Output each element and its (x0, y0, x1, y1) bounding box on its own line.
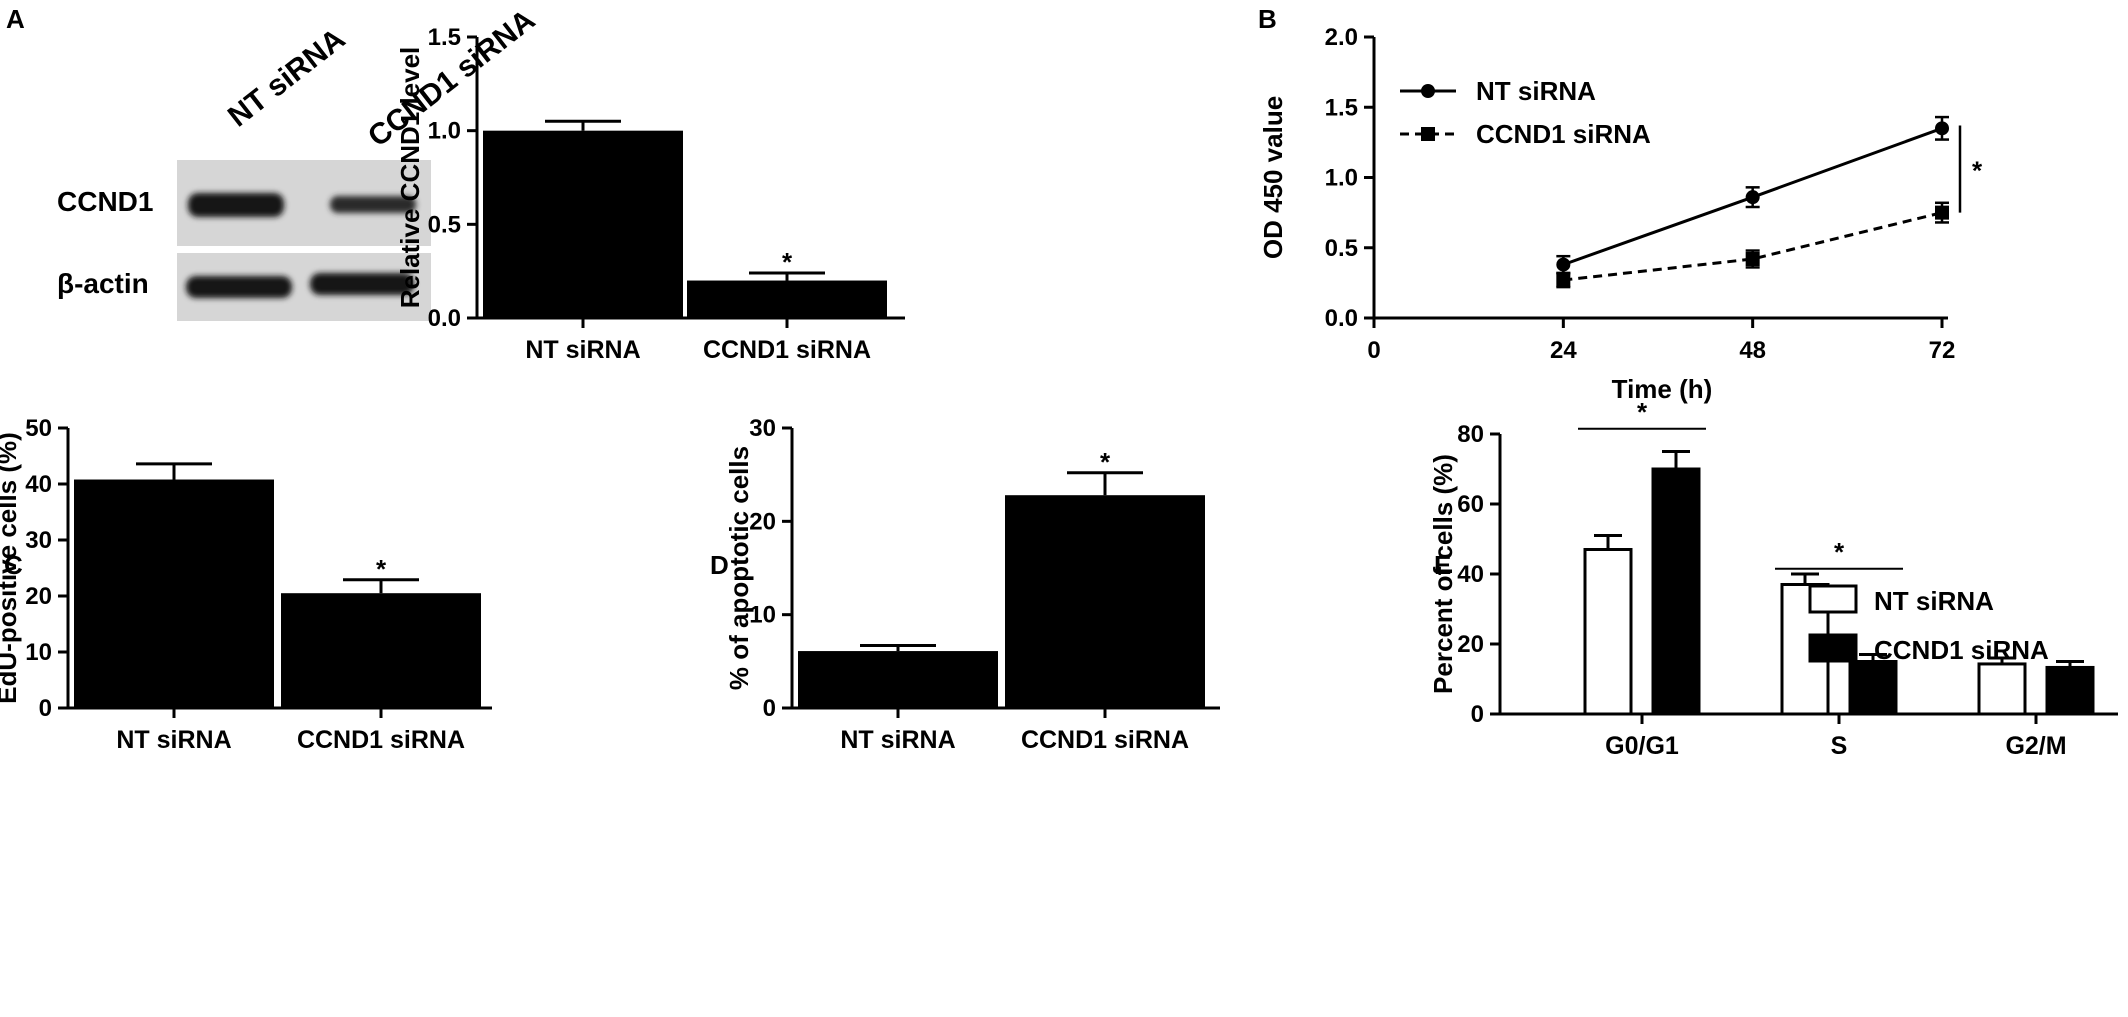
blot-lane-label: NT siRNA (222, 22, 351, 133)
x-tick-label: G0/G1 (1605, 732, 1679, 760)
y-tick-label: 40 (1457, 561, 1484, 588)
data-point (1935, 205, 1949, 220)
legend-label: CCND1 siRNA (1874, 635, 2049, 665)
bar (2045, 665, 2095, 716)
data-point (1745, 251, 1760, 266)
bar (1977, 662, 2027, 716)
bar (483, 130, 683, 318)
y-axis-label: Relative CCND1 level (395, 47, 425, 309)
y-tick-label: 1.0 (1325, 165, 1358, 192)
blot-band (188, 193, 284, 217)
blot-row-label: CCND1 (57, 186, 153, 217)
legend-marker (1421, 127, 1435, 141)
y-axis-label: OD 450 value (1258, 96, 1288, 259)
legend-swatch (1808, 633, 1858, 663)
data-point (1556, 273, 1571, 288)
y-tick-label: 10 (25, 639, 52, 666)
significance-marker: * (1834, 537, 1845, 567)
legend-label: NT siRNA (1476, 76, 1596, 106)
legend-label: NT siRNA (1874, 586, 1994, 616)
bar (798, 651, 998, 708)
y-tick-label: 20 (749, 508, 776, 535)
x-tick-label: 24 (1550, 337, 1577, 364)
panel-label-c: C (4, 550, 23, 580)
x-tick-label: NT siRNA (116, 726, 231, 754)
bar (1583, 548, 1633, 716)
y-tick-label: 1.5 (428, 24, 461, 51)
chart-cell-cycle: 0 20 40 60 80 Percent of cells (%) G0/G1 * S * G2/… (1428, 397, 2118, 760)
x-tick-label: 72 (1929, 337, 1956, 364)
legend-label: CCND1 siRNA (1476, 119, 1651, 149)
blot-band (330, 196, 416, 213)
chart-od450: 0.0 0.5 1.0 1.5 2.0 OD 450 value 0 24 48 72 Time (… (1258, 24, 1983, 404)
y-tick-label: 20 (1457, 631, 1484, 658)
western-blot: NT siRNA CCND1 siRNA CCND1 β-actin (57, 3, 541, 321)
y-axis-label: Percent of cells (%) (1428, 454, 1458, 694)
panel-label-a: A (6, 4, 25, 34)
significance-marker: * (1972, 155, 1983, 185)
x-tick-label: 48 (1739, 337, 1766, 364)
panel-label-d: D (710, 550, 729, 580)
data-point (1935, 121, 1949, 136)
significance-marker: * (1637, 397, 1648, 427)
bar (281, 593, 481, 708)
x-tick-label: G2/M (2005, 732, 2066, 760)
significance-marker: * (782, 247, 793, 277)
blot-band (310, 273, 414, 295)
data-point (1556, 257, 1571, 272)
y-tick-label: 30 (25, 527, 52, 554)
y-tick-label: 80 (1457, 421, 1484, 448)
x-tick-label: NT siRNA (525, 336, 640, 364)
y-tick-label: 40 (25, 471, 52, 498)
x-axis-label: Time (h) (1612, 374, 1713, 404)
y-tick-label: 2.0 (1325, 24, 1358, 51)
bar (687, 280, 887, 318)
legend-marker (1421, 84, 1435, 98)
data-point (1745, 190, 1760, 205)
y-tick-label: 1.5 (1325, 94, 1358, 121)
blot-band (186, 276, 292, 298)
x-tick-label: 0 (1367, 337, 1380, 364)
y-tick-label: 0 (763, 695, 776, 722)
y-tick-label: 0.0 (428, 305, 461, 332)
y-tick-label: 0 (39, 695, 52, 722)
y-axis-label: % of apoptotic cells (724, 446, 754, 690)
y-tick-label: 30 (749, 415, 776, 442)
y-tick-label: 0.0 (1325, 305, 1358, 332)
bar (74, 479, 274, 708)
blot-row-label: β-actin (57, 268, 149, 299)
chart-apoptotic: 0 10 20 30 % of apoptotic cells NT siRNA CCND1… (724, 415, 1220, 754)
y-tick-label: 0.5 (1325, 235, 1358, 262)
legend-swatch (1808, 584, 1858, 614)
x-tick-label: CCND1 siRNA (297, 726, 465, 754)
bar (1651, 467, 1701, 716)
significance-marker: * (1100, 447, 1111, 477)
x-tick-label: S (1831, 732, 1848, 760)
y-tick-label: 50 (25, 415, 52, 442)
x-tick-label: CCND1 siRNA (1021, 726, 1189, 754)
y-tick-label: 60 (1457, 491, 1484, 518)
bar (1005, 495, 1205, 708)
panel-label-b: B (1258, 4, 1277, 34)
significance-marker: * (376, 554, 387, 584)
y-tick-label: 0 (1471, 701, 1484, 728)
y-axis-label: EdU-positive cells (%) (0, 432, 22, 704)
y-tick-label: 20 (25, 583, 52, 610)
x-tick-label: CCND1 siRNA (703, 336, 871, 364)
x-tick-label: NT siRNA (840, 726, 955, 754)
bar (1848, 660, 1898, 716)
series-line (1563, 211, 1943, 282)
y-tick-label: 10 (749, 602, 776, 629)
y-tick-label: 1.0 (428, 118, 461, 145)
panel-label-e: E (1434, 550, 1451, 580)
y-tick-label: 0.5 (428, 211, 461, 238)
